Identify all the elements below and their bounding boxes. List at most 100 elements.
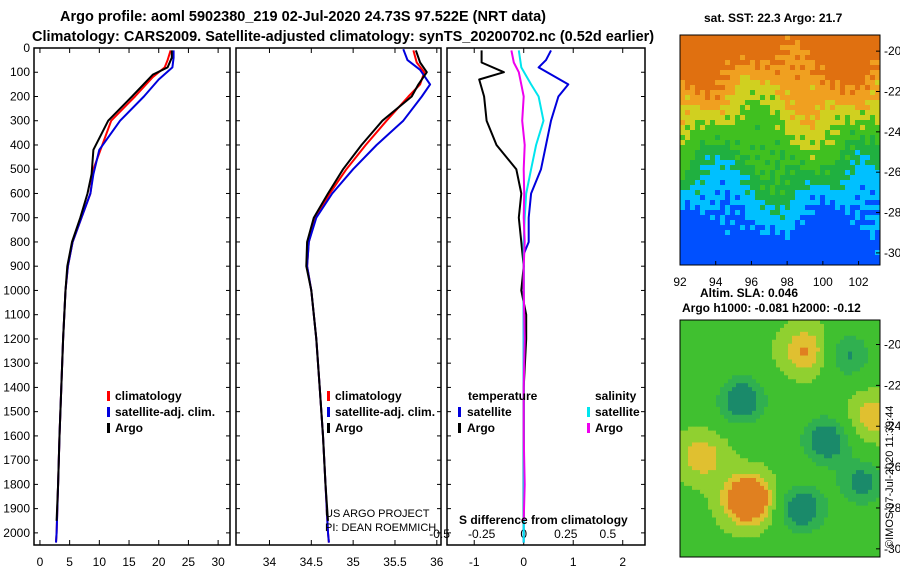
sst-cell bbox=[815, 95, 821, 101]
sst-cell bbox=[760, 140, 766, 146]
sla-cell bbox=[700, 497, 705, 503]
sla-cell bbox=[816, 513, 821, 518]
sla-cell bbox=[704, 363, 709, 368]
sst-cell bbox=[750, 40, 756, 46]
sst-cell bbox=[705, 240, 711, 246]
sla-cell bbox=[820, 489, 825, 495]
sla-cell bbox=[748, 422, 753, 428]
sla-cell bbox=[748, 391, 753, 396]
sst-cell bbox=[720, 75, 726, 81]
sla-cell bbox=[684, 458, 689, 463]
sst-cell bbox=[840, 155, 846, 161]
sla-cell bbox=[704, 513, 709, 518]
sst-cell bbox=[765, 140, 771, 146]
sla-cell bbox=[812, 399, 817, 404]
sla-cell bbox=[844, 430, 849, 435]
sst-cell bbox=[680, 185, 686, 191]
sla-cell bbox=[836, 375, 841, 380]
sst-cell bbox=[720, 190, 726, 196]
sla-cell bbox=[792, 497, 797, 503]
sla-cell bbox=[780, 375, 785, 380]
sla-cell bbox=[784, 454, 789, 459]
sla-cell bbox=[752, 320, 757, 325]
sla-cell bbox=[748, 387, 753, 392]
sla-cell bbox=[692, 414, 697, 420]
sst-cell bbox=[825, 135, 831, 141]
sla-cell bbox=[788, 399, 793, 404]
sst-cell bbox=[725, 260, 731, 266]
sla-cell bbox=[728, 383, 733, 388]
sla-cell bbox=[716, 327, 721, 333]
sst-cell bbox=[845, 155, 851, 161]
sla-cell bbox=[804, 331, 809, 337]
sla-cell bbox=[780, 481, 785, 487]
sst-cell bbox=[710, 125, 716, 131]
sla-cell bbox=[708, 395, 713, 400]
sla-cell bbox=[684, 474, 689, 479]
sla-cell bbox=[848, 462, 853, 467]
sst-cell bbox=[860, 145, 866, 151]
sst-cell bbox=[750, 135, 756, 141]
sla-cell bbox=[788, 327, 793, 333]
sst-cell bbox=[775, 110, 781, 116]
sst-cell bbox=[830, 90, 836, 96]
sst-cell bbox=[770, 90, 776, 96]
sla-cell bbox=[844, 375, 849, 380]
sla-cell bbox=[744, 541, 749, 546]
sst-cell bbox=[765, 200, 771, 206]
sst-cell bbox=[855, 185, 861, 191]
sla-cell bbox=[760, 410, 765, 416]
sla-cell bbox=[872, 331, 877, 337]
sla-cell bbox=[696, 545, 701, 550]
sla-cell bbox=[820, 462, 825, 467]
sla-cell bbox=[736, 347, 741, 352]
sla-cell bbox=[848, 466, 853, 471]
sst-cell bbox=[755, 120, 761, 126]
sla-cell bbox=[844, 367, 849, 372]
sst-cell bbox=[705, 255, 711, 261]
sla-cell bbox=[788, 481, 793, 487]
sst-cell bbox=[870, 130, 876, 136]
sst-cell bbox=[805, 160, 811, 166]
sla-cell bbox=[744, 320, 749, 325]
sst-cell bbox=[865, 205, 871, 211]
sla-cell bbox=[728, 505, 733, 510]
sst-cell bbox=[685, 75, 691, 81]
sst-cell bbox=[755, 255, 761, 261]
sla-cell bbox=[816, 375, 821, 380]
sla-cell bbox=[828, 541, 833, 546]
sst-cell bbox=[690, 250, 696, 256]
sst-cell bbox=[870, 105, 876, 111]
sst-cell bbox=[760, 105, 766, 111]
sla-cell bbox=[804, 541, 809, 546]
sla-cell bbox=[876, 414, 881, 420]
sla-cell bbox=[800, 410, 805, 416]
sla-cell bbox=[836, 505, 841, 510]
sla-cell bbox=[824, 489, 829, 495]
sla-cell bbox=[680, 454, 685, 459]
sst-cell bbox=[745, 150, 751, 156]
sla-cell bbox=[748, 533, 753, 538]
sst-cell bbox=[785, 50, 791, 56]
sla-cell bbox=[680, 399, 685, 404]
sst-cell bbox=[725, 200, 731, 206]
sla-cell bbox=[700, 323, 705, 329]
sla-cell bbox=[776, 525, 781, 530]
sla-cell bbox=[816, 406, 821, 412]
sla-cell bbox=[848, 335, 853, 341]
sst-cell bbox=[865, 60, 871, 66]
sla-cell bbox=[716, 375, 721, 380]
sst-cell bbox=[780, 155, 786, 161]
sla-cell bbox=[744, 478, 749, 483]
sla-cell bbox=[804, 371, 809, 376]
sst-cell bbox=[690, 215, 696, 221]
sst-cell bbox=[870, 185, 876, 191]
sla-cell bbox=[840, 363, 845, 368]
sla-cell bbox=[724, 493, 729, 499]
sst-cell bbox=[705, 35, 711, 41]
sst-cell bbox=[835, 110, 841, 116]
sst-cell bbox=[825, 150, 831, 156]
sla-cell bbox=[832, 481, 837, 487]
sst-cell bbox=[865, 250, 871, 256]
sla-cell bbox=[748, 363, 753, 368]
